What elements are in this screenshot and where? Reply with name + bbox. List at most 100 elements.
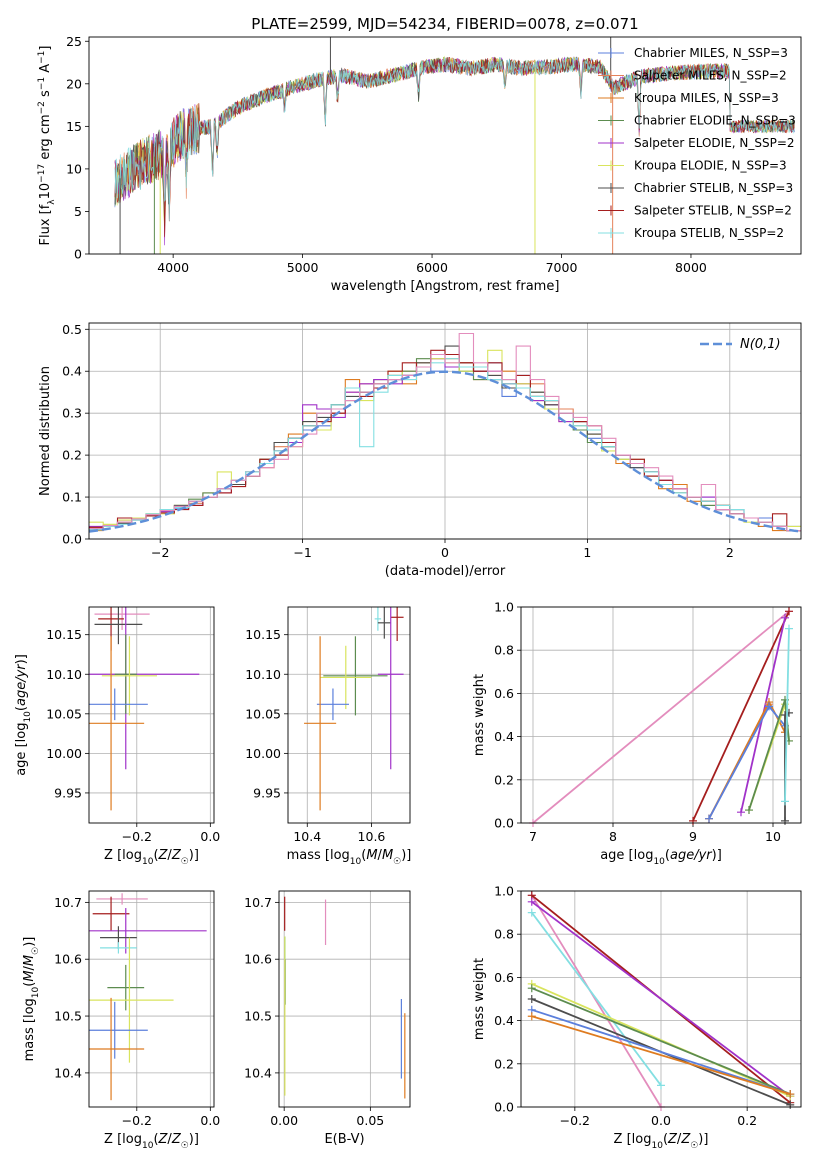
x-tick-label: 0.0 [200, 829, 220, 844]
legend-label: Kroupa MILES, N_SSP=3 [634, 91, 779, 105]
x-tick-label: −1 [293, 545, 311, 560]
weight-line-kroupa-miles [531, 1015, 791, 1095]
x-axis-label: mass [log10(M/M☉)] [287, 848, 412, 867]
y-tick-label: 0.4 [494, 1013, 514, 1028]
y-tick-label: 0.0 [62, 532, 82, 547]
x-axis-label: wavelength [Angstrom, rest frame] [331, 279, 560, 294]
weight-line-salpeter-stelib [692, 610, 790, 822]
weight-marker [785, 607, 793, 616]
y-axis-label: Normed distribution [38, 366, 53, 496]
x-tick-label: 8000 [675, 260, 707, 275]
x-tick-label: 5000 [287, 260, 319, 275]
y-tick-label: 0.8 [494, 643, 514, 658]
y-tick-label: 0.2 [494, 772, 514, 787]
y-axis-label: mass weight [472, 674, 487, 756]
y-axis-label: mass weight [472, 958, 487, 1040]
x-axis-label: E(B-V) [324, 1132, 364, 1147]
x-tick-label: 0.00 [270, 1113, 298, 1128]
x-tick-label: −0.2 [122, 829, 152, 844]
weight-marker [781, 797, 789, 806]
y-tick-label: 10.4 [244, 1065, 272, 1080]
weight-marker [527, 897, 536, 906]
weight_vs_age-frame [520, 606, 802, 824]
weight-line-kroupa-stelib [784, 628, 790, 802]
x-tick-label: 10.4 [293, 829, 321, 844]
y-tick-label: 10.05 [46, 706, 82, 721]
spectrum-line-salpeter-stelib [114, 56, 795, 237]
y-tick-label: 0.2 [494, 1056, 514, 1071]
x-tick-label: 0.0 [651, 1113, 671, 1128]
x-tick-label: 2 [726, 545, 734, 560]
legend-label: Kroupa STELIB, N_SSP=2 [634, 226, 784, 240]
axes-mass_vs_EBV: 0.00 0.05 10.4 10.5 10.6 10.7 E(B-V) [244, 891, 410, 1147]
x-axis-label: age [log10(age/yr)] [600, 848, 722, 867]
y-tick-label: 10.5 [244, 1009, 272, 1024]
weight-marker [785, 624, 793, 633]
y-axis-label: Flux [fλ10−17 erg cm−2 s−1 A−1] [37, 46, 57, 246]
weight-line-extra_pink [531, 894, 662, 1108]
y-tick-label: 0.4 [62, 364, 82, 379]
y-tick-label: 0.8 [494, 927, 514, 942]
y-tick-label: 1.0 [494, 600, 514, 615]
y-tick-label: 15 [66, 119, 82, 134]
y-tick-label: 0.3 [62, 406, 82, 421]
lines-weight_vs_age [529, 607, 793, 827]
x-tick-label: 0.2 [737, 1113, 757, 1128]
weight-marker [527, 908, 536, 917]
weight-line-salpeter-elodie [531, 901, 791, 1097]
legend-label: Salpeter STELIB, N_SSP=2 [634, 204, 792, 218]
y-tick-label: 10.4 [54, 1065, 82, 1080]
legend-label: Chabrier STELIB, N_SSP=3 [634, 181, 793, 195]
y-tick-label: 10.15 [245, 627, 281, 642]
y-tick-label: 9.95 [54, 785, 82, 800]
mass_vs_EBV-frame [278, 890, 411, 1108]
weight-marker [527, 995, 536, 1003]
mass_vs_Z-frame [88, 890, 215, 1108]
y-tick-label: 0.5 [62, 322, 82, 337]
legend-label: Kroupa ELODIE, N_SSP=3 [634, 159, 787, 173]
x-tick-label: 7000 [546, 260, 578, 275]
x-axis-label: Z [log10(Z/Z☉)] [614, 1132, 709, 1151]
weight-marker [657, 1081, 665, 1090]
weight-marker [745, 806, 753, 815]
y-tick-label: 1.0 [494, 884, 514, 899]
x-tick-label: −0.2 [560, 1113, 590, 1128]
weight-marker [527, 1012, 536, 1021]
gaussian-curve [88, 370, 802, 533]
axes-age_vs_Z: −0.2 0.0 9.95 10.00 10.05 10.10 10.15 Z [log10(… [14, 607, 220, 867]
spectrum-lines [114, 37, 795, 254]
x-tick-label: 7 [529, 829, 537, 844]
x-tick-label: −0.2 [122, 1113, 152, 1128]
axes-weight_vs_Z: −0.2 0.0 0.2 0.0 0.2 0.4 0.6 0.8 1.0 Z [log10(Z/Z… [472, 884, 801, 1151]
y-tick-label: 0 [74, 247, 82, 262]
y-tick-label: 10.7 [54, 895, 82, 910]
legend-label: Chabrier ELODIE, N_SSP=3 [634, 114, 796, 128]
points-age_vs_mass [304, 607, 404, 811]
x-tick-label: 10.6 [358, 829, 386, 844]
y-axis-label: mass [log10(M/M☉)] [22, 937, 41, 1062]
residual-histograms [88, 332, 802, 533]
histogram-extra [89, 332, 801, 532]
legend-label: Chabrier MILES, N_SSP=3 [634, 46, 788, 60]
y-tick-label: 0.4 [494, 729, 514, 744]
y-tick-label: 10.05 [245, 706, 281, 721]
x-tick-label: 6000 [416, 260, 448, 275]
y-tick-label: 10.6 [244, 952, 272, 967]
weight-marker [765, 702, 773, 711]
y-tick-label: 10.00 [245, 746, 281, 761]
weight-marker [781, 816, 789, 825]
y-tick-label: 25 [66, 34, 82, 49]
weight-line-chabrier-elodie [531, 987, 791, 1095]
weight-line-chabrier-miles [531, 1008, 791, 1095]
x-tick-label: 4000 [157, 260, 189, 275]
figure-title: PLATE=2599, MJD=54234, FIBERID=0078, z=0… [251, 15, 638, 33]
x-tick-label: 0.05 [356, 1113, 384, 1128]
y-tick-label: 0.2 [62, 448, 82, 463]
weight-marker [737, 808, 745, 817]
points-mass_vs_Z [89, 893, 207, 1101]
residuals-frame [88, 322, 802, 540]
y-tick-label: 10.00 [46, 746, 82, 761]
axes-mass_vs_Z: −0.2 0.0 10.4 10.5 10.6 10.7 Z [log10(Z/Z☉)] ma… [22, 891, 220, 1151]
weight-marker [705, 814, 713, 823]
